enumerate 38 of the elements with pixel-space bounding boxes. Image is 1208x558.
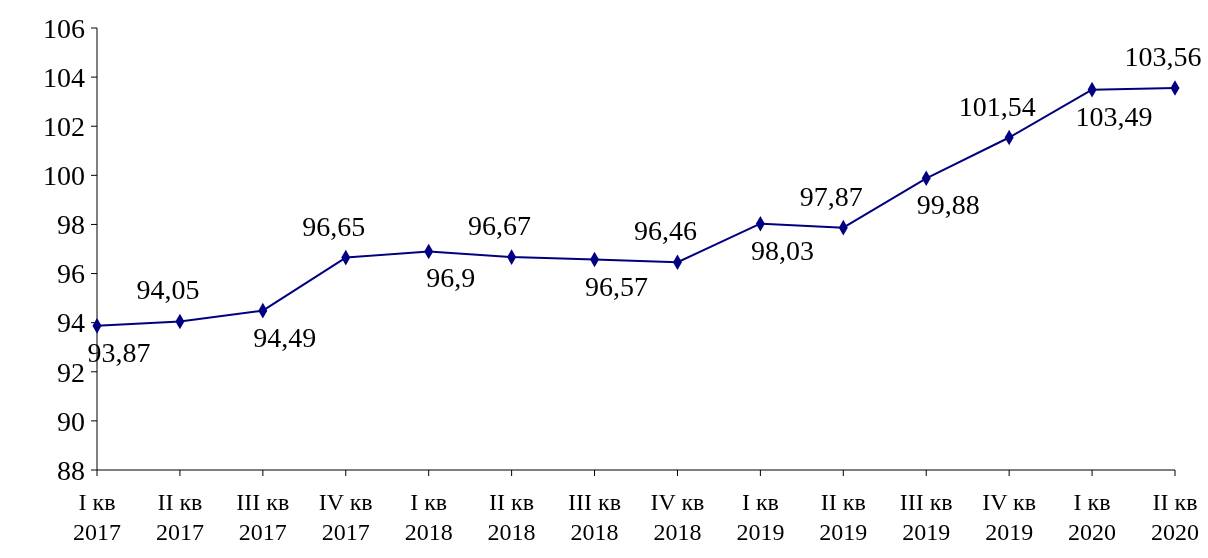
x-tick-label: II кв 2018 bbox=[487, 489, 536, 545]
y-tick-label: 100 bbox=[43, 160, 85, 192]
data-label: 94,05 bbox=[136, 274, 200, 306]
data-label: 96,9 bbox=[426, 262, 476, 294]
x-tick-label: IV кв 2019 bbox=[982, 489, 1037, 545]
x-tick-label: III кв 2018 bbox=[568, 489, 622, 545]
data-label: 97,87 bbox=[799, 180, 863, 212]
x-tick-label: I кв 2017 bbox=[73, 489, 121, 545]
data-label: 99,88 bbox=[916, 189, 980, 221]
x-tick-label: IV кв 2017 bbox=[318, 489, 373, 545]
data-label: 103,56 bbox=[1124, 40, 1202, 72]
y-tick-label: 106 bbox=[43, 12, 85, 44]
y-tick-label: 102 bbox=[43, 111, 85, 143]
x-tick-label: I кв 2019 bbox=[736, 489, 785, 545]
data-label: 94,49 bbox=[253, 321, 317, 353]
x-tick-label: II кв 2019 bbox=[819, 489, 868, 545]
data-label: 96,46 bbox=[633, 215, 697, 247]
x-tick-label: I кв 2018 bbox=[404, 489, 453, 545]
x-tick-label: II кв 2020 bbox=[1151, 489, 1199, 545]
x-tick-label: III кв 2017 bbox=[236, 489, 290, 545]
y-tick-label: 88 bbox=[57, 454, 85, 486]
data-label: 96,57 bbox=[585, 270, 649, 302]
y-tick-label: 90 bbox=[57, 405, 85, 437]
data-label: 96,67 bbox=[468, 210, 532, 242]
data-label: 101,54 bbox=[958, 90, 1036, 122]
y-tick-label: 92 bbox=[57, 356, 85, 388]
x-tick-label: II кв 2017 bbox=[155, 489, 204, 545]
data-label: 93,87 bbox=[87, 336, 151, 368]
y-tick-label: 96 bbox=[57, 258, 85, 290]
data-label: 98,03 bbox=[750, 234, 814, 266]
x-tick-label: IV кв 2018 bbox=[650, 489, 705, 545]
y-tick-label: 94 bbox=[57, 307, 85, 339]
y-tick-label: 104 bbox=[43, 61, 85, 93]
x-tick-label: III кв 2019 bbox=[899, 489, 953, 545]
data-label: 96,65 bbox=[302, 210, 366, 242]
data-label: 103,49 bbox=[1075, 100, 1153, 132]
x-tick-label: I кв 2020 bbox=[1068, 489, 1117, 545]
y-tick-label: 98 bbox=[57, 209, 85, 241]
